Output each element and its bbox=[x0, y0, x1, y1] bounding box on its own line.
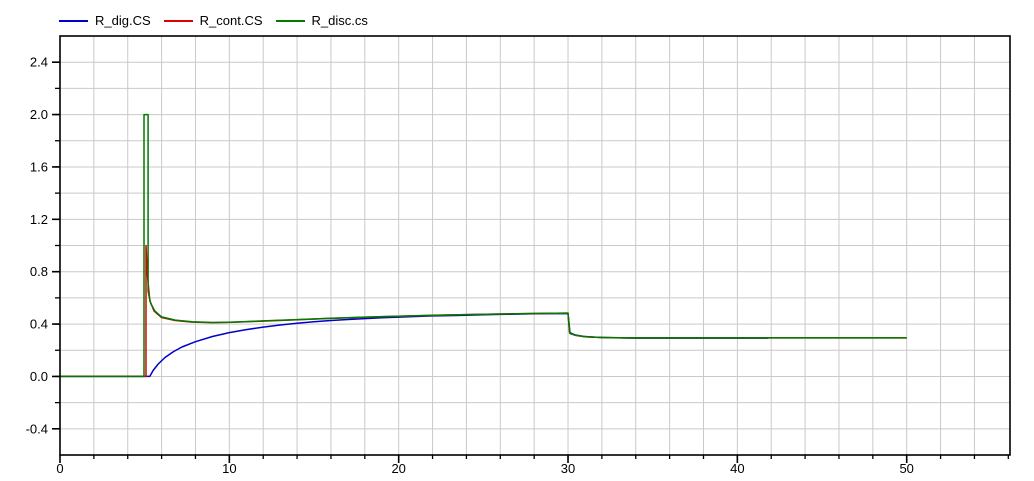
x-tick-label: 30 bbox=[561, 461, 575, 476]
x-tick-label: 10 bbox=[222, 461, 236, 476]
y-tick-label: 0.8 bbox=[30, 264, 48, 279]
y-tick-label: 2.0 bbox=[30, 107, 48, 122]
x-axis: 0 10 20 30 40 50 bbox=[56, 455, 1009, 476]
x-tick-label: 40 bbox=[730, 461, 744, 476]
y-tick-label: 2.4 bbox=[30, 55, 48, 70]
y-tick-label: 1.6 bbox=[30, 159, 48, 174]
legend-line-swatch-red bbox=[163, 20, 193, 22]
y-tick-label: 1.2 bbox=[30, 212, 48, 227]
y-tick-label: 0.0 bbox=[30, 369, 48, 384]
legend-label: R_disc.cs bbox=[311, 13, 368, 28]
y-tick-label: -0.4 bbox=[26, 421, 48, 436]
x-tick-label: 20 bbox=[391, 461, 405, 476]
legend-item-r-cont: R_cont.CS bbox=[163, 13, 263, 28]
series-r-dig-cs bbox=[60, 312, 768, 378]
legend-item-r-disc: R_disc.cs bbox=[275, 13, 368, 28]
y-axis: -0.4 0.0 0.4 0.8 1.2 1.6 2.0 2.4 bbox=[26, 55, 60, 436]
legend-line-swatch-blue bbox=[59, 20, 88, 22]
grid bbox=[60, 36, 1010, 455]
series-r-cont-cs bbox=[60, 244, 907, 378]
series-r-disc-cs bbox=[60, 113, 907, 378]
y-tick-label: 0.4 bbox=[30, 317, 48, 332]
legend-line-swatch-green bbox=[275, 20, 305, 22]
x-tick-label: 0 bbox=[56, 461, 63, 476]
legend-label: R_cont.CS bbox=[199, 13, 263, 28]
legend-item-r-dig: R_dig.CS bbox=[59, 14, 151, 28]
legend-label: R_dig.CS bbox=[95, 13, 151, 28]
legend: R_dig.CS R_cont.CS R_disc.cs bbox=[59, 14, 368, 28]
x-tick-label: 50 bbox=[899, 461, 913, 476]
